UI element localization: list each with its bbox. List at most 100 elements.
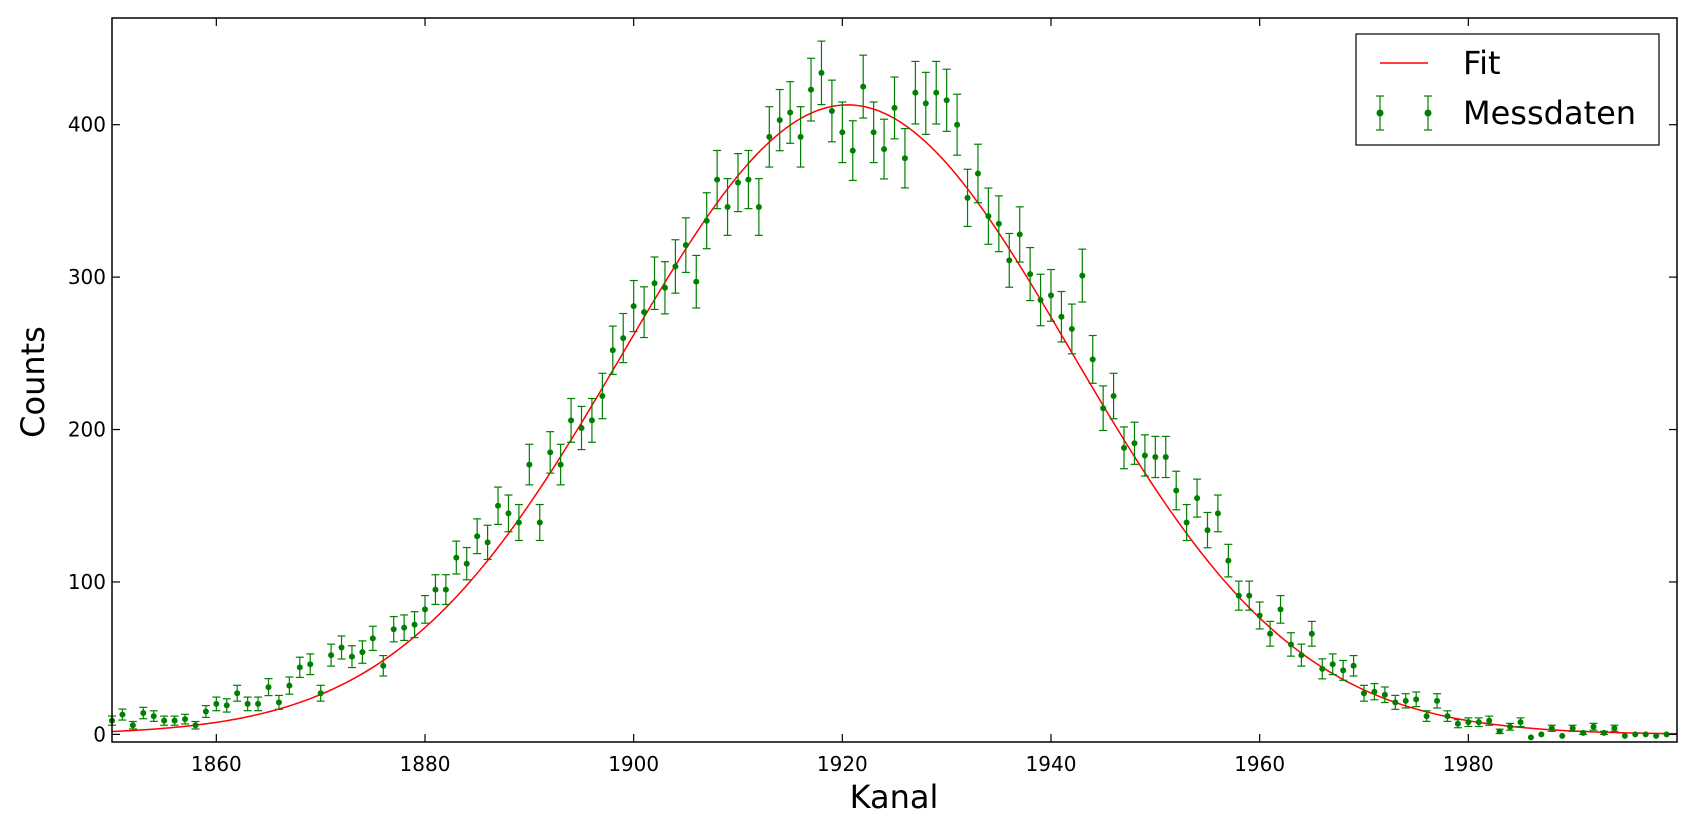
- data-marker: [1246, 592, 1253, 599]
- data-marker: [244, 700, 251, 707]
- data-point: [963, 168, 972, 228]
- data-point: [1527, 734, 1534, 741]
- data-marker: [192, 722, 199, 729]
- data-marker: [724, 204, 731, 211]
- data-marker: [390, 626, 397, 633]
- x-axis-title: Kanal: [850, 778, 939, 816]
- data-point: [1276, 594, 1285, 624]
- data-point: [1653, 732, 1660, 739]
- data-marker: [1538, 731, 1545, 738]
- data-marker: [797, 133, 804, 140]
- data-marker: [766, 133, 773, 140]
- data-marker: [401, 624, 408, 631]
- data-point: [744, 149, 753, 210]
- data-marker: [1152, 453, 1159, 460]
- data-marker: [119, 711, 126, 718]
- data-marker: [1580, 729, 1587, 736]
- data-marker: [307, 661, 314, 668]
- x-tick-label: 1980: [1443, 752, 1494, 776]
- data-point: [494, 486, 503, 526]
- data-marker: [974, 170, 981, 177]
- data-point: [514, 503, 523, 542]
- data-point: [587, 397, 596, 443]
- data-marker: [1079, 272, 1086, 279]
- data-marker: [526, 461, 533, 468]
- data-point: [452, 540, 461, 575]
- data-marker: [1027, 271, 1034, 278]
- legend-fit-label: Fit: [1463, 44, 1501, 82]
- data-point: [1307, 620, 1316, 647]
- data-marker: [359, 649, 366, 656]
- data-marker: [985, 213, 992, 220]
- data-point: [1120, 426, 1129, 470]
- data-marker: [495, 502, 502, 509]
- data-marker: [839, 129, 846, 136]
- data-marker: [1548, 725, 1555, 732]
- data-point: [1370, 683, 1379, 701]
- data-point: [1203, 511, 1212, 549]
- data-marker: [1006, 257, 1013, 264]
- data-point: [880, 118, 889, 180]
- data-point: [921, 71, 930, 135]
- data-marker: [442, 586, 449, 593]
- y-tick-label: 0: [93, 722, 106, 746]
- data-point: [1443, 710, 1452, 722]
- data-point: [1047, 268, 1055, 322]
- data-point: [984, 187, 993, 245]
- data-point: [1538, 731, 1545, 738]
- data-marker: [296, 664, 303, 671]
- data-point: [306, 653, 315, 676]
- data-marker: [1016, 231, 1023, 238]
- data-point: [410, 611, 419, 639]
- data-point: [181, 713, 190, 725]
- data-point: [149, 710, 158, 722]
- data-point: [285, 676, 294, 695]
- data-marker: [1225, 557, 1232, 564]
- data-marker: [1392, 699, 1399, 706]
- data-marker: [912, 89, 919, 96]
- data-point: [900, 127, 909, 189]
- data-point: [1360, 684, 1368, 702]
- data-point: [723, 178, 732, 236]
- data-point: [1099, 385, 1108, 432]
- data-marker: [1340, 667, 1347, 674]
- data-point: [973, 143, 982, 204]
- data-marker: [641, 309, 648, 316]
- data-point: [1391, 694, 1400, 710]
- data-marker: [348, 653, 355, 660]
- data-point: [421, 594, 429, 624]
- data-marker: [422, 606, 428, 613]
- data-point: [347, 645, 356, 669]
- data-point: [1485, 715, 1494, 726]
- data-point: [1433, 693, 1442, 709]
- data-marker: [1037, 296, 1044, 303]
- data-marker: [672, 263, 679, 270]
- data-point: [1339, 659, 1348, 681]
- data-point: [1568, 724, 1577, 732]
- data-marker: [609, 347, 616, 354]
- data-marker: [870, 129, 877, 136]
- data-point: [1234, 580, 1243, 611]
- data-marker: [317, 690, 324, 697]
- data-marker: [1256, 612, 1263, 619]
- data-marker: [286, 682, 293, 689]
- data-marker: [1642, 731, 1649, 738]
- data-marker: [1600, 729, 1607, 736]
- data-point: [619, 312, 628, 364]
- data-marker: [202, 708, 209, 715]
- data-point: [786, 81, 795, 144]
- data-marker: [1361, 690, 1367, 697]
- data-point: [139, 706, 148, 720]
- data-marker: [1058, 313, 1065, 320]
- data-marker: [338, 644, 345, 651]
- data-point: [1328, 653, 1337, 676]
- data-marker: [140, 710, 147, 717]
- data-point: [1599, 729, 1608, 736]
- data-marker: [1663, 731, 1670, 738]
- data-point: [1516, 717, 1525, 728]
- data-point: [1255, 601, 1264, 630]
- data-point: [400, 614, 409, 642]
- data-point: [1057, 290, 1066, 343]
- data-marker: [755, 204, 762, 211]
